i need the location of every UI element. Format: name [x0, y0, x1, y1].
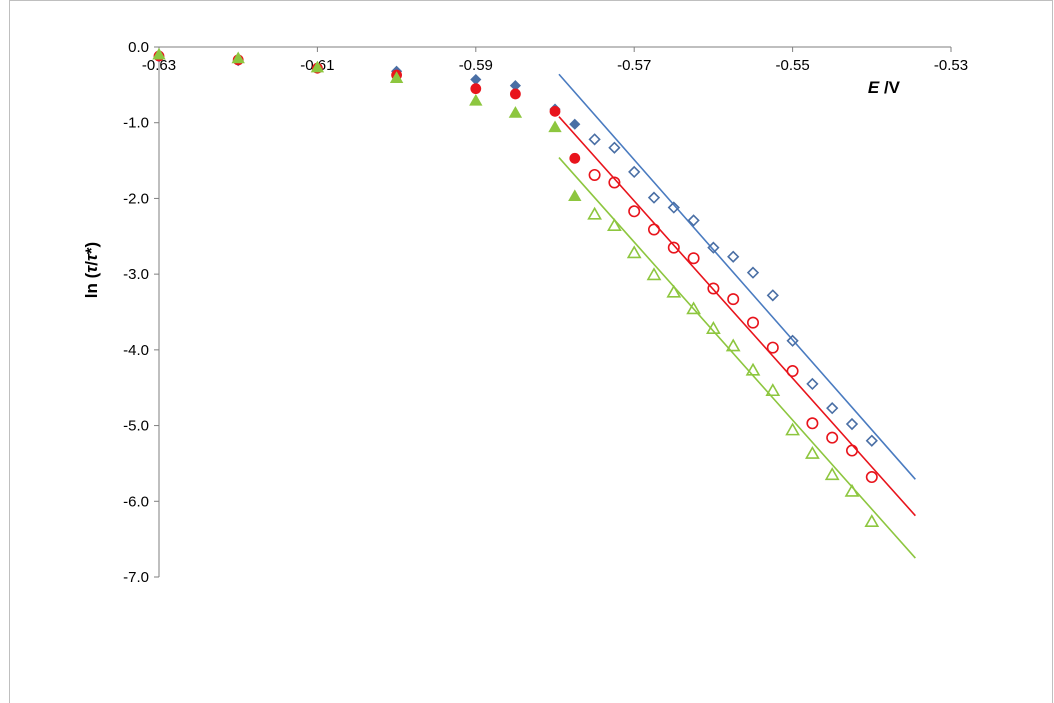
- x-tick-label: -0.55: [775, 57, 809, 74]
- y-tick-label: -7.0: [123, 569, 149, 586]
- triangle-point: [508, 106, 523, 118]
- diamond-point: [865, 434, 878, 447]
- x-axis-title: E /V: [868, 78, 901, 97]
- trendline: [558, 157, 916, 559]
- x-tick-label: -0.53: [934, 57, 968, 74]
- triangle-point: [646, 267, 662, 281]
- triangle-point: [568, 189, 582, 202]
- triangle-point: [824, 467, 840, 481]
- circle-point: [628, 205, 641, 218]
- diamond-point: [707, 241, 720, 254]
- circle-point: [826, 431, 839, 444]
- trendlines: [558, 73, 916, 559]
- y-tick-label: -1.0: [123, 115, 149, 132]
- triangle-point: [152, 47, 166, 60]
- axes: [158, 46, 951, 577]
- circle-point: [707, 282, 720, 295]
- circle-point: [667, 241, 680, 254]
- diamond-point: [746, 266, 760, 279]
- triangle-point: [310, 60, 325, 73]
- circle-point: [470, 83, 482, 95]
- circle-point: [727, 293, 740, 306]
- diamond-point: [727, 250, 740, 263]
- diamond-point: [667, 201, 680, 214]
- circle-point: [647, 223, 660, 236]
- triangle-point: [765, 383, 781, 397]
- triangle-point: [231, 51, 245, 64]
- triangle-point: [864, 514, 880, 528]
- circle-point: [766, 341, 779, 354]
- triangle-point: [548, 120, 562, 133]
- y-tick-label: -3.0: [123, 266, 149, 283]
- circle-point: [510, 88, 521, 100]
- circle-point: [845, 444, 858, 457]
- triangle-point: [626, 245, 642, 259]
- y-tick-label: -4.0: [123, 342, 149, 359]
- diamond-point: [470, 73, 482, 86]
- data-points: [152, 47, 880, 528]
- triangle-point: [607, 218, 622, 231]
- ticks: -0.63-0.61-0.59-0.57-0.55-0.530.0-1.0-2.…: [123, 39, 968, 586]
- triangle-point: [805, 445, 820, 459]
- triangle-point: [745, 362, 761, 376]
- diamond-point: [569, 118, 581, 130]
- circle-point: [786, 365, 799, 378]
- diamond-point: [608, 141, 621, 154]
- diamond-point: [628, 165, 641, 179]
- circle-point: [687, 252, 700, 265]
- circle-point: [746, 316, 759, 329]
- y-tick-label: 0.0: [128, 39, 149, 56]
- diamond-point: [766, 289, 779, 302]
- triangle-point: [785, 422, 800, 436]
- triangle-point: [844, 483, 860, 497]
- x-tick-label: -0.59: [459, 57, 493, 74]
- x-tick-label: -0.57: [617, 57, 651, 74]
- diamond-point: [647, 191, 661, 204]
- circle-point: [588, 168, 601, 181]
- diamond-point: [588, 133, 601, 146]
- triangle-point: [666, 284, 682, 298]
- diamond-point: [786, 334, 799, 347]
- diamond-point: [826, 402, 839, 415]
- y-tick-label: -5.0: [123, 418, 149, 435]
- x-tick-label: -0.63: [142, 57, 176, 74]
- triangle-point: [725, 338, 741, 352]
- circle-point: [569, 152, 581, 164]
- circle-point: [865, 471, 878, 484]
- diamond-point: [845, 417, 859, 431]
- diamond-point: [806, 377, 819, 391]
- chart-frame: [9, 0, 1053, 703]
- y-tick-label: -6.0: [123, 493, 149, 510]
- y-tick-label: -2.0: [123, 190, 149, 207]
- circle-point: [806, 417, 819, 430]
- trendline: [558, 73, 916, 480]
- triangle-point: [706, 321, 721, 334]
- triangle-point: [469, 93, 483, 106]
- triangle-point: [587, 206, 602, 220]
- triangle-point: [389, 71, 404, 83]
- y-axis-title: ln (τ/τ*): [82, 242, 101, 298]
- triangle-point: [686, 301, 701, 315]
- trendline: [558, 116, 916, 517]
- diamond-point: [687, 214, 700, 227]
- circle-point: [608, 176, 621, 189]
- circle-point: [549, 105, 561, 117]
